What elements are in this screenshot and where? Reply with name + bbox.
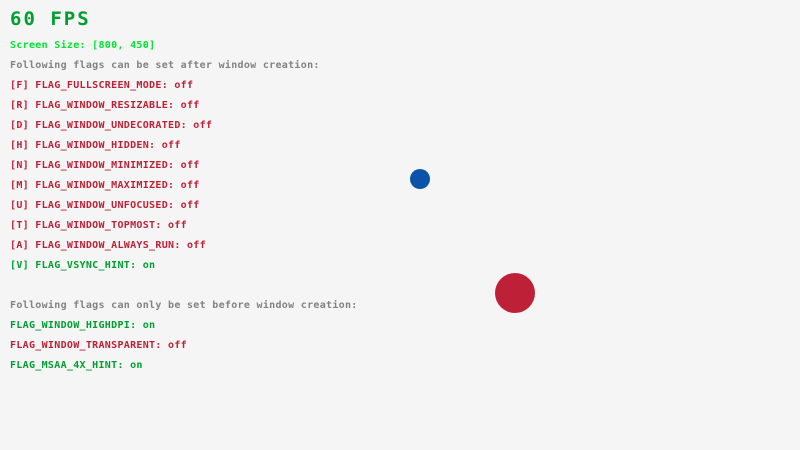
flag-line-f: [F] FLAG_FULLSCREEN_MODE: off [10,80,194,91]
flag-line-a: [A] FLAG_WINDOW_ALWAYS_RUN: off [10,240,206,251]
flag-line-u: [U] FLAG_WINDOW_UNFOCUSED: off [10,200,200,211]
flag-line-msaa: FLAG_MSAA_4X_HINT: on [10,360,143,371]
flag-line-d: [D] FLAG_WINDOW_UNDECORATED: off [10,120,213,131]
flag-line-v: [V] FLAG_VSYNC_HINT: on [10,260,156,271]
flag-line-t: [T] FLAG_WINDOW_TOPMOST: off [10,220,187,231]
section-header-before-creation: Following flags can only be set before w… [10,300,358,311]
flag-line-transparent: FLAG_WINDOW_TRANSPARENT: off [10,340,187,351]
fps-counter: 60 FPS [10,8,91,30]
flag-line-m: [M] FLAG_WINDOW_MAXIMIZED: off [10,180,200,191]
flag-line-r: [R] FLAG_WINDOW_RESIZABLE: off [10,100,200,111]
red-ball [495,273,535,313]
blue-ball [410,169,430,189]
flag-line-n: [N] FLAG_WINDOW_MINIMIZED: off [10,160,200,171]
flag-line-highdpi: FLAG_WINDOW_HIGHDPI: on [10,320,156,331]
section-header-after-creation: Following flags can be set after window … [10,60,320,71]
screen-size-label: Screen Size: [800, 450] [10,40,156,51]
flag-list-after-creation: [F] FLAG_FULLSCREEN_MODE: off [R] FLAG_WI… [10,80,212,280]
flag-line-h: [H] FLAG_WINDOW_HIDDEN: off [10,140,181,151]
flag-list-before-creation: FLAG_WINDOW_HIGHDPI: on FLAG_WINDOW_TRANS… [10,320,187,380]
